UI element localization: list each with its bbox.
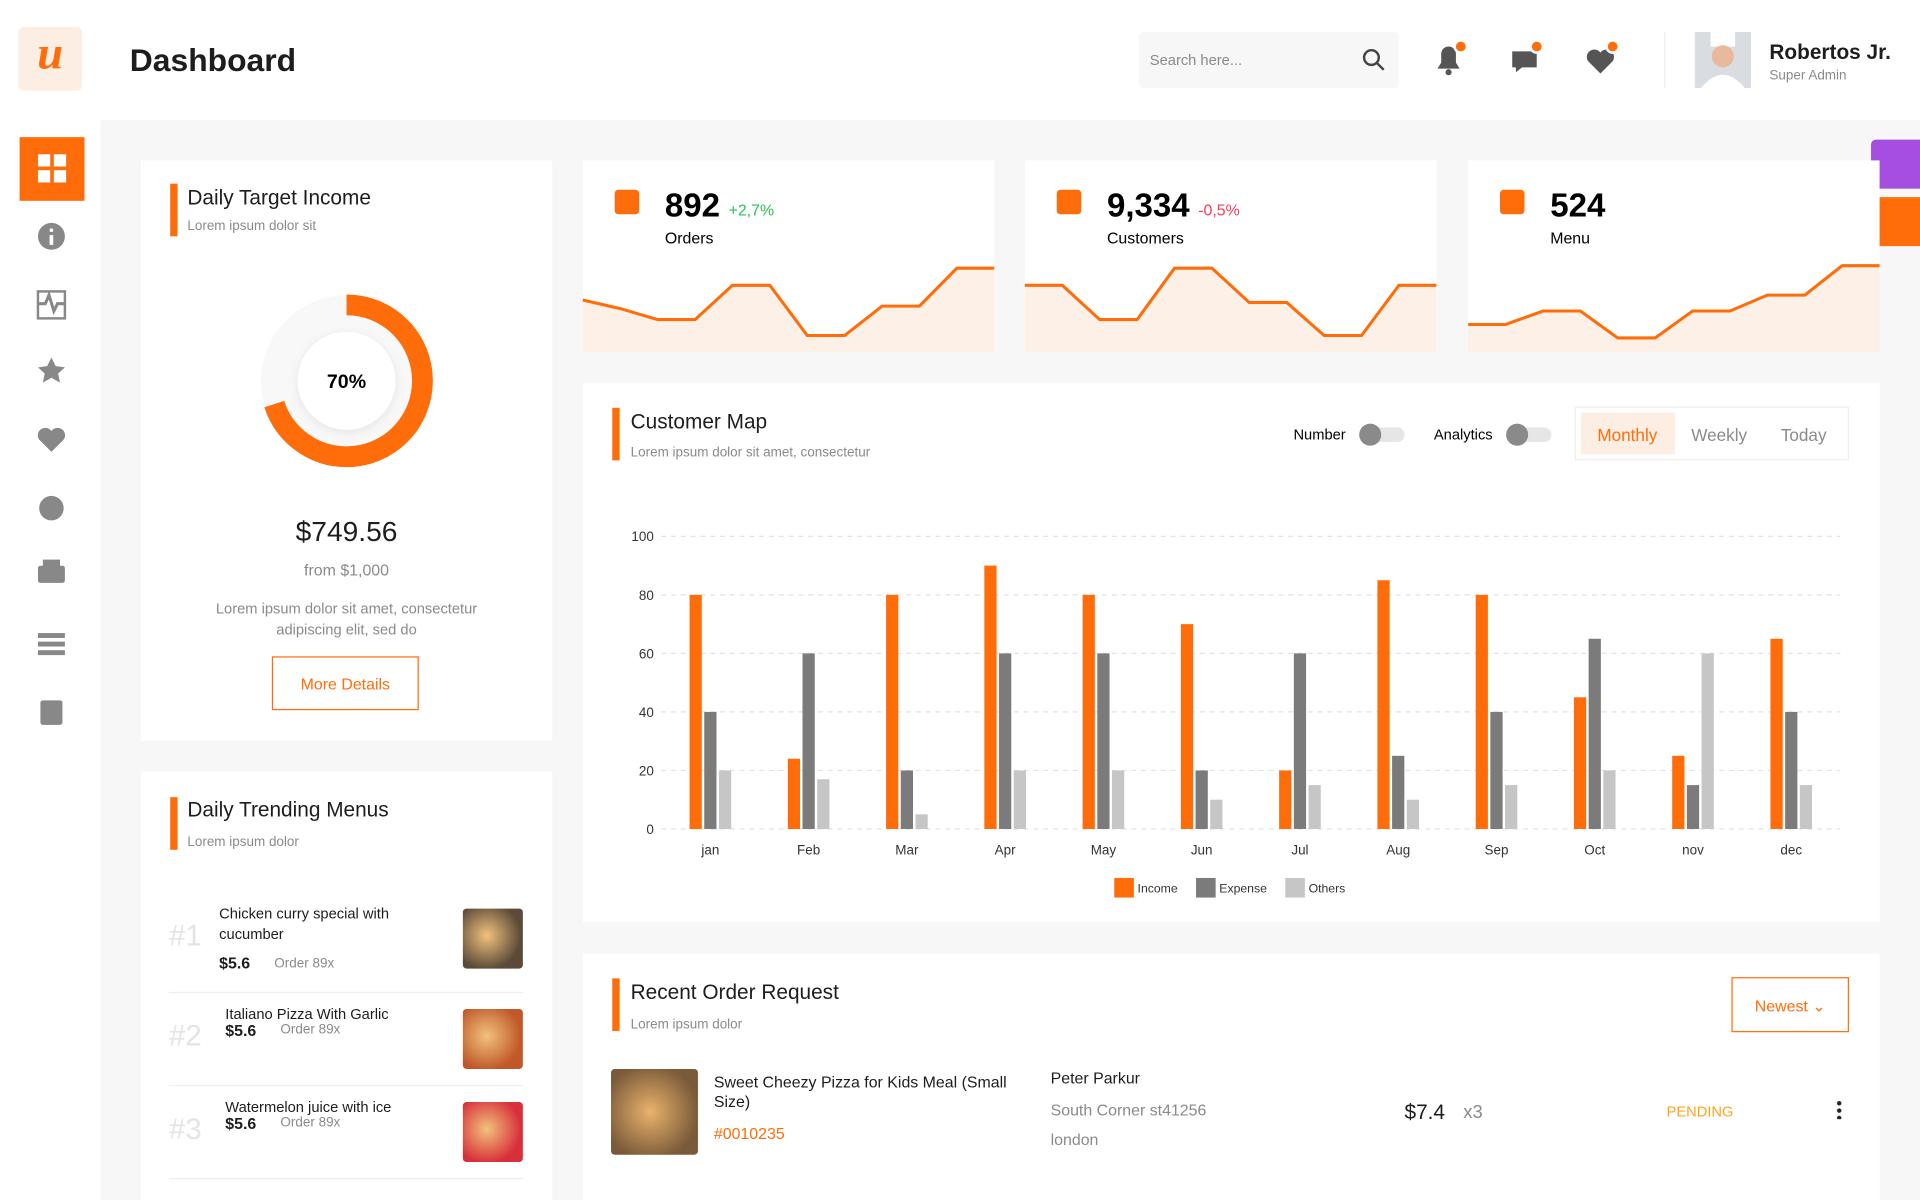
logo[interactable]: u [18,26,83,91]
daily-target-card: Daily Target Income Lorem ipsum dolor si… [140,160,553,741]
amount: $749.56 [295,515,398,548]
customer-city: london [1050,1130,1099,1149]
kebab-menu[interactable] [1836,1099,1842,1120]
item-orders: Order 89x [280,1115,341,1131]
card-title: Daily Target Income [187,186,371,210]
item-name: Watermelon juice with ice [225,1098,392,1116]
target: from $1,000 [304,560,390,580]
stat-card [582,160,995,353]
customer-map-card: Customer Map Lorem ipsum dolor sit amet,… [582,383,1880,923]
description: Lorem ipsum dolor sit amet, consectetur … [215,600,478,638]
sort-button[interactable]: Newest ⌄ [1731,977,1849,1033]
more-details-button[interactable]: More Details [271,656,419,711]
item-orders: Order 89x [280,1022,341,1038]
orders-card: Recent Order Request Lorem ipsum dolor N… [582,953,1880,1200]
rank: #3 [168,1113,202,1147]
user-role: Super Admin [1769,68,1847,84]
item-image [462,1102,523,1163]
customer-address: South Corner st41256 [1050,1100,1207,1120]
card-subtitle: Lorem ipsum dolor sit [187,219,317,234]
accent-bar [170,183,178,237]
tabs [1574,406,1849,461]
sidebar-icons[interactable] [0,137,100,737]
page-title: Dashboard [129,41,297,79]
card-subtitle: Lorem ipsum dolor [187,835,299,850]
order-image [611,1068,698,1155]
stat-card [1024,160,1437,353]
tab-active-bg [1580,412,1676,455]
item-price: $5.6 [225,1021,257,1040]
separator [168,991,523,994]
accent-bar [170,797,178,850]
card-title: Recent Order Request [630,980,839,1005]
item-name: Chicken curry special with cucumber [219,904,390,943]
avatar[interactable] [1694,31,1752,89]
divider [1664,31,1666,89]
customer-name: Peter Parkur [1050,1068,1140,1088]
item-image [462,1008,523,1069]
separator [168,1177,523,1180]
search-placeholder: Search here... [1149,51,1243,69]
order-price: $7.4 [1404,1100,1446,1125]
stat-card [1468,160,1880,353]
order-quantity: x3 [1463,1102,1483,1123]
item-price: $5.6 [219,953,251,973]
chart-title: Customer Map [630,410,768,434]
search-box[interactable]: Search here... [1138,31,1399,89]
rank: #1 [168,919,202,953]
rank: #2 [168,1020,202,1054]
order-name: Sweet Cheezy Pizza for Kids Meal (Small … [713,1072,1007,1111]
item-image [462,908,523,969]
item-orders: Order 89x [274,956,335,972]
separator [168,1084,523,1087]
item-price: $5.6 [225,1114,257,1133]
card-title: Daily Trending Menus [187,798,389,822]
accent-bar [612,978,620,1032]
nav-active[interactable] [19,137,85,201]
accent-bar [612,407,620,461]
chart-subtitle: Lorem ipsum dolor sit amet, consectetur [630,445,871,461]
search-icon [1362,48,1385,71]
card-subtitle: Lorem ipsum dolor [630,1017,743,1033]
order-status: PENDING [1666,1103,1734,1121]
header-icons[interactable] [1430,37,1626,81]
trending-card: Daily Trending Menus Lorem ipsum dolor [140,771,553,1200]
sort-label: Newest [1754,996,1808,1016]
item-name: Italiano Pizza With Garlic [225,1005,389,1023]
order-id: #0010235 [713,1124,785,1143]
user-name: Robertos Jr. [1769,40,1891,64]
